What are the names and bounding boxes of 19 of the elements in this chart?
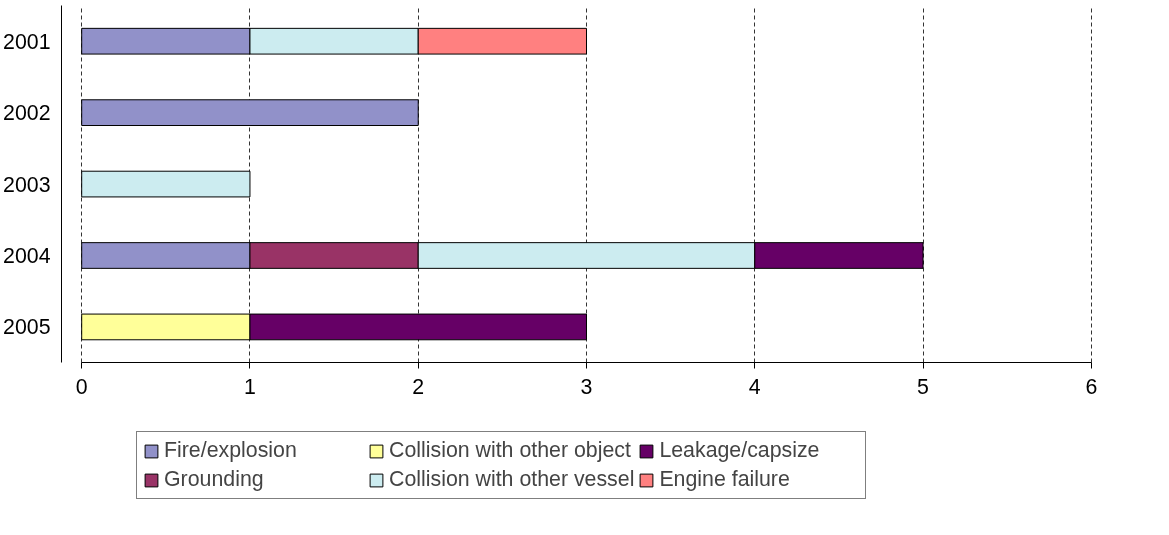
x-tick-label: 2 [412,374,425,399]
x-tick-label: 0 [75,374,88,399]
x-tick-label: 6 [1085,374,1098,399]
legend-label: Grounding [164,467,265,492]
x-tick-label: 4 [748,374,761,399]
x-tick-label: 1 [244,374,256,399]
x-tick-label: 3 [580,374,593,399]
y-tick-label: 2001 [3,29,51,54]
y-tick-label: 2004 [3,244,51,268]
legend-label: Fire/explosion [164,438,298,463]
y-tick-label: 2002 [3,101,51,126]
legend-label: Engine failure [659,467,791,492]
legend-label: Collision with other vessel [389,467,635,492]
y-tick-label: 2003 [3,172,51,197]
x-tick-label: 5 [917,374,929,399]
y-tick-label: 2005 [3,315,51,340]
bar [81,99,419,126]
legend-label: Collision with other object [389,438,631,463]
legend-label: Leakage/capsize [659,438,821,463]
